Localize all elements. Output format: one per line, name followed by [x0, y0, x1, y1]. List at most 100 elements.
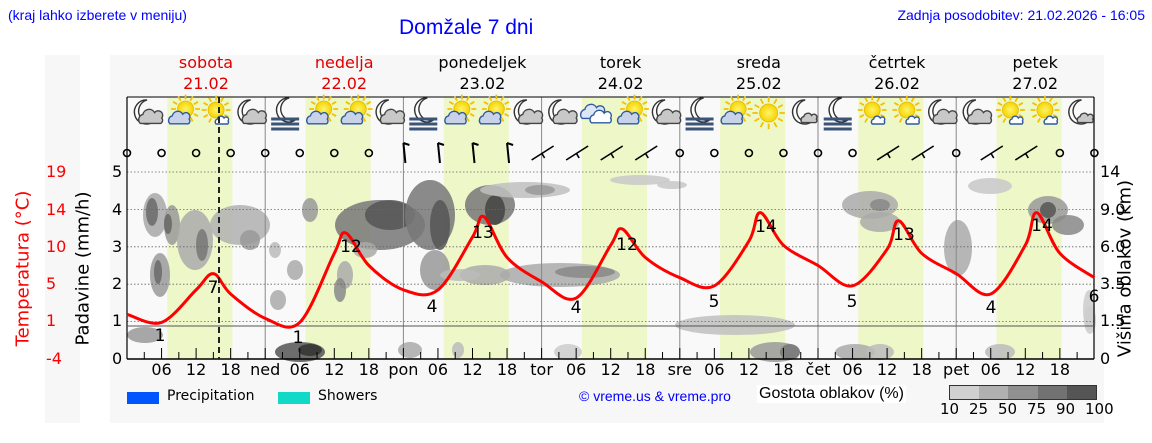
x-tick-label: 18	[1049, 360, 1071, 379]
cloud-height-tick: 9.0	[1100, 200, 1126, 219]
precip-tick: 1	[112, 311, 123, 330]
day-header-0: sobota 21.02	[137, 52, 275, 94]
wind-row	[122, 142, 1099, 164]
day-name: četrtek	[868, 53, 926, 72]
showers-swatch	[278, 392, 310, 404]
day-name: sobota	[178, 53, 234, 72]
density-swatch	[979, 386, 1009, 399]
density-tick: 90	[1056, 400, 1076, 418]
precip-tick: 3	[112, 237, 123, 256]
density-swatch	[1037, 386, 1067, 399]
day-header-6: petek 27.02	[966, 52, 1104, 94]
x-tick-label: 06	[427, 360, 449, 379]
day-name: petek	[1012, 53, 1058, 72]
copyright-link[interactable]: © vreme.us & vreme.pro	[579, 388, 731, 404]
x-tick-label: sre	[667, 360, 692, 379]
temp-value-label: 4	[986, 298, 997, 318]
day-header-5: četrtek 26.02	[828, 52, 966, 94]
day-name: torek	[599, 53, 642, 72]
temp-value-label: 13	[472, 223, 494, 243]
temp-tick: 19	[46, 162, 67, 181]
temp-value-label: 1	[293, 328, 304, 348]
day-separators	[264, 97, 957, 359]
temperature-labels: 1 7 1 12 4 13 4 12 5 14 5 13 4 14 6	[155, 216, 1100, 348]
cloud-height-tick: 1.5	[1100, 311, 1126, 330]
precip-tick: 4	[112, 200, 123, 219]
temp-value-label: 4	[571, 298, 582, 318]
x-tick-label: 12	[876, 360, 898, 379]
temp-axis-title: Temperatura (°C)	[12, 190, 34, 347]
day-date: 21.02	[183, 74, 229, 93]
temp-value-label: 5	[709, 292, 720, 312]
cloud-height-tick: 3.5	[1100, 274, 1126, 293]
temp-value-label: 1	[155, 326, 166, 346]
weather-icon-row	[133, 94, 1094, 131]
x-tick-label: čet	[805, 360, 831, 379]
density-tick: 100	[1085, 400, 1114, 418]
x-tick-label: 06	[704, 360, 725, 379]
location-hint: (kraj lahko izberete v meniju)	[8, 7, 187, 23]
temp-axis-panel	[45, 55, 80, 423]
cloud-density-label: Gostota oblakov (%)	[757, 385, 906, 403]
day-name: sreda	[736, 53, 781, 72]
x-tick-label: 06	[980, 360, 1001, 379]
x-tick-label: 18	[635, 360, 656, 379]
day-date: 25.02	[735, 74, 782, 93]
cloud-density-blobs	[127, 175, 1096, 362]
temp-value-label: 14	[755, 217, 777, 237]
day-header-2: ponedeljek 23.02	[413, 52, 551, 94]
last-updated: Zadnja posodobitev: 21.02.2026 - 16:05	[897, 7, 1145, 23]
precip-tick: 0	[112, 349, 123, 368]
x-tick-label: 06	[289, 360, 310, 379]
temp-tick: 14	[46, 200, 67, 219]
day-name: nedelja	[314, 53, 374, 72]
temp-value-label: 5	[847, 292, 858, 312]
temp-value-label: 12	[616, 235, 638, 255]
density-tick: 75	[1027, 400, 1047, 418]
x-tick-label: 12	[324, 360, 345, 379]
temp-tick: 5	[46, 274, 57, 293]
x-tick-label: 12	[600, 360, 621, 379]
precip-axis-title: Padavine (mm/h)	[72, 191, 94, 346]
day-header-3: torek 24.02	[552, 52, 690, 94]
x-tick-label: 12	[462, 360, 483, 379]
temp-value-label: 4	[427, 297, 438, 317]
x-tick-label: ned	[250, 360, 281, 379]
temperature-line	[126, 211, 1096, 329]
x-tick-label: 18	[220, 360, 241, 379]
day-date: 27.02	[1012, 74, 1059, 93]
precip-tick: 2	[112, 274, 123, 293]
x-tick-label: 18	[358, 360, 380, 379]
x-tick-label: tor	[530, 360, 553, 379]
cloud-density-scale	[949, 385, 1097, 400]
temp-value-label: 13	[893, 225, 915, 245]
day-header-1: nedelja 22.02	[275, 52, 413, 94]
density-swatch	[1008, 386, 1038, 399]
x-tick-label: 18	[911, 360, 932, 379]
x-tick-label: pet	[943, 360, 970, 379]
temp-tick: 1	[46, 311, 57, 330]
temp-value-label: 6	[1089, 287, 1100, 307]
day-date: 23.02	[459, 74, 506, 93]
temp-tick: 10	[46, 237, 67, 256]
temp-tick: -4	[46, 349, 62, 368]
density-tick: 50	[998, 400, 1018, 418]
day-date: 22.02	[321, 74, 368, 93]
day-date: 26.02	[874, 74, 920, 93]
temp-value-label: 12	[340, 237, 362, 257]
showers-label: Showers	[318, 388, 378, 404]
day-date: 24.02	[597, 74, 644, 93]
temp-value-label: 7	[208, 278, 219, 298]
density-swatch	[1066, 386, 1097, 399]
x-tick-label: 12	[185, 360, 207, 379]
cloud-height-title-wrap: Višina oblakov (km)	[1100, 170, 1150, 370]
density-tick: 10	[940, 400, 960, 418]
precip-tick: 5	[112, 162, 123, 181]
x-tick-label: pon	[388, 360, 419, 379]
day-name: ponedeljek	[438, 53, 527, 72]
x-tick-label: 06	[565, 360, 587, 379]
page-title: Domžale 7 dni	[399, 16, 534, 39]
cloud-height-tick: 14	[1100, 162, 1121, 181]
density-swatch	[950, 386, 980, 399]
